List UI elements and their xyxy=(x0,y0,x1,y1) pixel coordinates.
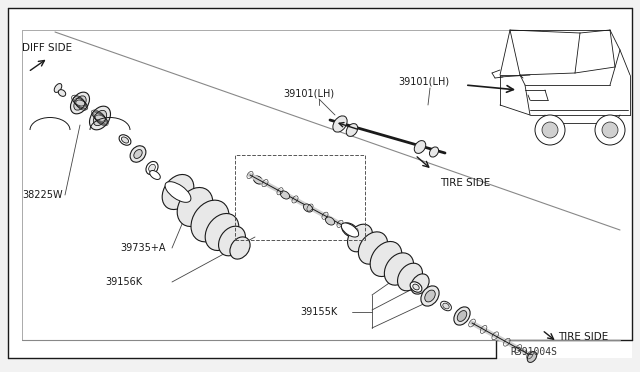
Circle shape xyxy=(542,122,558,138)
Text: 39156K: 39156K xyxy=(105,277,142,287)
Ellipse shape xyxy=(425,290,435,302)
Ellipse shape xyxy=(70,92,90,114)
Ellipse shape xyxy=(93,110,107,126)
Ellipse shape xyxy=(342,223,358,237)
Ellipse shape xyxy=(58,90,66,96)
Ellipse shape xyxy=(177,187,213,227)
Ellipse shape xyxy=(146,161,158,174)
Ellipse shape xyxy=(191,200,229,242)
Text: 39101(LH): 39101(LH) xyxy=(398,77,449,87)
Ellipse shape xyxy=(413,284,419,290)
Ellipse shape xyxy=(346,124,358,137)
Ellipse shape xyxy=(370,241,402,276)
Ellipse shape xyxy=(325,217,335,225)
Ellipse shape xyxy=(457,311,467,321)
Text: 38225W: 38225W xyxy=(22,190,63,200)
Bar xyxy=(235,155,365,240)
Ellipse shape xyxy=(54,84,62,93)
Ellipse shape xyxy=(90,106,111,130)
Ellipse shape xyxy=(351,228,360,236)
Text: 39735+A: 39735+A xyxy=(120,243,166,253)
Ellipse shape xyxy=(333,116,347,132)
Ellipse shape xyxy=(348,224,372,252)
Ellipse shape xyxy=(303,204,312,212)
Ellipse shape xyxy=(527,352,537,362)
Ellipse shape xyxy=(74,96,86,110)
Text: TIRE SIDE: TIRE SIDE xyxy=(558,332,608,342)
Ellipse shape xyxy=(253,176,262,184)
Ellipse shape xyxy=(230,237,250,259)
Ellipse shape xyxy=(148,164,156,172)
Circle shape xyxy=(535,115,565,145)
Ellipse shape xyxy=(358,232,388,264)
Text: 39155K: 39155K xyxy=(300,307,337,317)
Text: 39101(LH): 39101(LH) xyxy=(283,88,334,98)
Circle shape xyxy=(595,115,625,145)
Text: R391004S: R391004S xyxy=(510,347,557,357)
Ellipse shape xyxy=(119,135,131,145)
Text: DIFF SIDE: DIFF SIDE xyxy=(22,43,72,53)
Ellipse shape xyxy=(429,147,438,157)
Ellipse shape xyxy=(150,170,160,179)
Circle shape xyxy=(602,122,618,138)
Ellipse shape xyxy=(385,253,413,285)
Ellipse shape xyxy=(440,301,451,311)
Ellipse shape xyxy=(218,226,246,256)
Ellipse shape xyxy=(410,282,422,292)
Ellipse shape xyxy=(134,150,142,158)
Ellipse shape xyxy=(341,223,358,237)
Ellipse shape xyxy=(280,191,289,199)
Ellipse shape xyxy=(397,263,422,291)
Ellipse shape xyxy=(443,303,449,309)
Ellipse shape xyxy=(421,286,439,306)
Ellipse shape xyxy=(165,182,191,202)
Ellipse shape xyxy=(162,174,194,209)
Ellipse shape xyxy=(414,141,426,153)
Ellipse shape xyxy=(454,307,470,325)
Text: TIRE SIDE: TIRE SIDE xyxy=(440,178,490,188)
Ellipse shape xyxy=(122,137,129,143)
Ellipse shape xyxy=(205,214,239,250)
Ellipse shape xyxy=(130,146,146,162)
Ellipse shape xyxy=(411,274,429,294)
